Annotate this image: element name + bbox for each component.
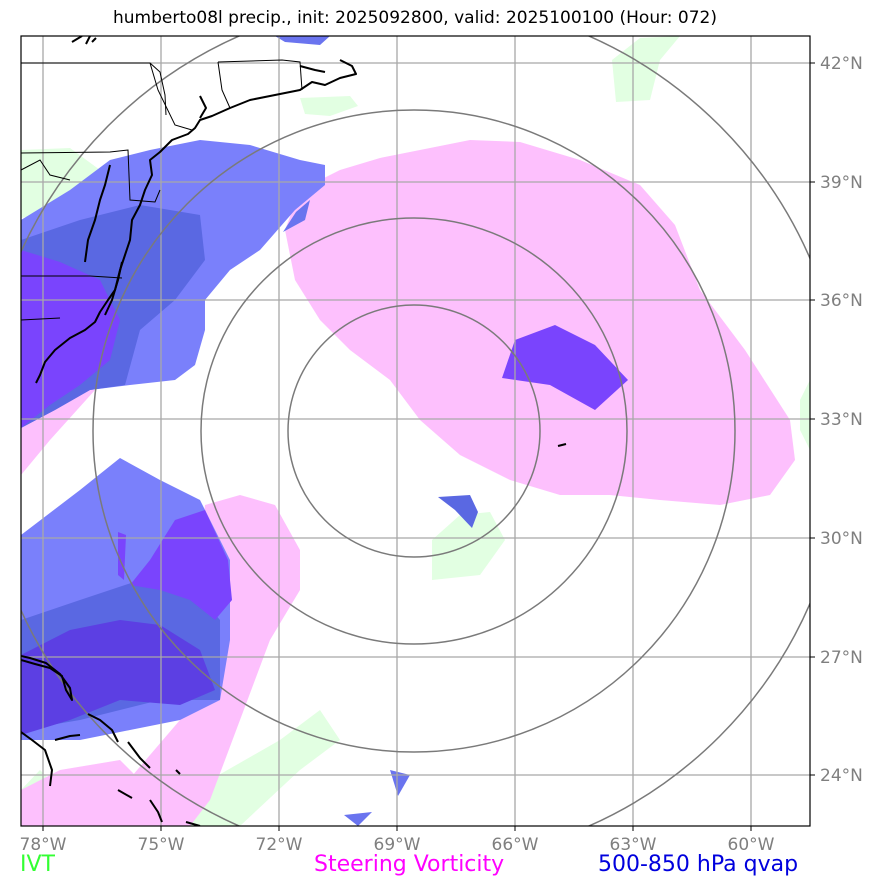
map-frame: [20, 35, 811, 827]
legend-ivt: IVT: [20, 852, 55, 877]
lon-label: 63°W: [610, 835, 657, 855]
graticule: [21, 36, 810, 826]
latitude-labels: 42°N 39°N 36°N 33°N 30°N 27°N 24°N: [820, 54, 863, 786]
lat-label: 27°N: [820, 648, 863, 668]
longitude-labels: 78°W 75°W 72°W 69°W 66°W 63°W 60°W: [20, 835, 775, 855]
lat-label: 39°N: [820, 173, 863, 193]
range-rings: [21, 36, 810, 826]
lon-label: 75°W: [138, 835, 185, 855]
lat-label: 30°N: [820, 529, 863, 549]
map-title: humberto08l precip., init: 2025092800, v…: [113, 8, 717, 28]
state-borders: [21, 59, 303, 321]
lat-label: 33°N: [820, 410, 863, 430]
legend-qvap: 500-850 hPa qvap: [598, 852, 799, 877]
coastlines: [21, 36, 567, 826]
lon-label: 66°W: [492, 835, 539, 855]
lat-label: 36°N: [820, 291, 863, 311]
lon-label: 72°W: [256, 835, 303, 855]
lat-label: 24°N: [820, 766, 863, 786]
lon-label: 60°W: [728, 835, 775, 855]
legend-steering-vorticity: Steering Vorticity: [314, 852, 505, 877]
tick-marks: [42, 62, 815, 831]
lon-label: 78°W: [20, 835, 67, 855]
lat-label: 42°N: [820, 54, 863, 74]
lon-label: 69°W: [374, 835, 421, 855]
